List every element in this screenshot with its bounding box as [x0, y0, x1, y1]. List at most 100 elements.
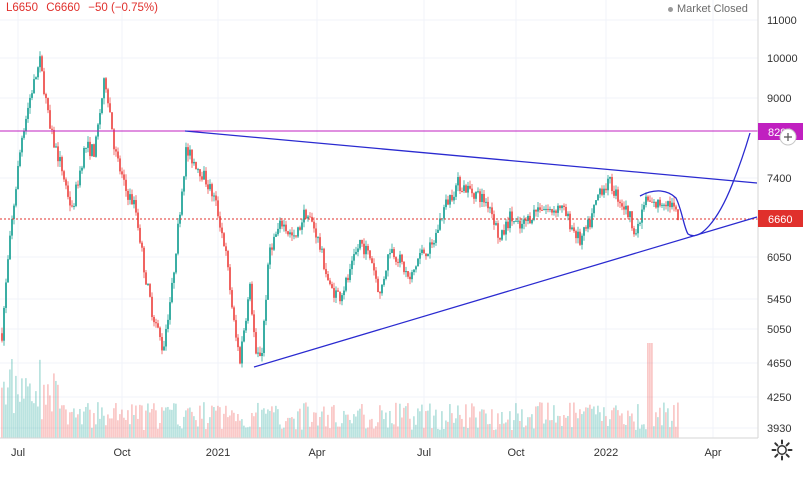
volume-bar — [411, 429, 413, 438]
candle — [651, 197, 653, 203]
volume-bar — [675, 426, 677, 438]
volume-bar — [515, 403, 517, 438]
candle — [183, 175, 185, 196]
volume-bar — [141, 405, 143, 438]
candle — [655, 201, 657, 209]
volume-bar — [443, 428, 445, 438]
volume-bar — [637, 404, 639, 438]
volume-bar — [89, 409, 91, 438]
volume-bar — [121, 409, 123, 438]
volume-bar — [239, 420, 241, 438]
candle — [253, 310, 255, 338]
volume-bar — [389, 410, 391, 438]
volume-bar — [363, 414, 365, 438]
candle — [303, 204, 305, 228]
candle — [23, 128, 25, 140]
candle — [449, 194, 451, 208]
candle — [581, 233, 583, 250]
volume-bar — [313, 412, 315, 438]
candle — [387, 254, 389, 277]
volume-bar — [533, 428, 535, 438]
volume-bar — [81, 424, 83, 438]
candle — [297, 226, 299, 238]
volume-bar — [589, 404, 591, 438]
volume-bar — [267, 409, 269, 438]
candle — [65, 177, 67, 190]
candle — [605, 183, 607, 193]
volume-bar — [95, 424, 97, 438]
resistance-handle-icon[interactable] — [779, 128, 797, 146]
volume-bar — [177, 424, 179, 438]
candle — [431, 239, 433, 249]
volume-bar — [115, 403, 117, 438]
volume-bar — [71, 411, 73, 438]
candle — [147, 283, 149, 286]
volume-bar — [623, 424, 625, 438]
candle — [89, 137, 91, 160]
candle — [141, 240, 143, 252]
candle — [505, 219, 507, 241]
price-axis[interactable]: 11000 10000 9000 7400 6050 5450 5050 4650 4250 39… — [767, 15, 798, 435]
candle — [665, 201, 667, 210]
gear-icon[interactable] — [770, 438, 794, 462]
volume-bar — [201, 418, 203, 438]
volume-bar — [391, 423, 393, 438]
volume-bar — [455, 418, 457, 438]
volume-bar — [67, 424, 69, 438]
market-status: Market Closed — [668, 3, 748, 15]
candle — [395, 256, 397, 266]
volume-bar — [537, 406, 539, 438]
candle — [85, 147, 87, 153]
volume-bar — [555, 422, 557, 438]
volume-bar — [437, 428, 439, 438]
candle — [225, 242, 227, 256]
candle — [55, 143, 57, 148]
candle — [79, 166, 81, 188]
candle — [601, 185, 603, 197]
volume-bar — [669, 427, 671, 438]
volume-bar — [215, 410, 217, 438]
volume-bars — [1, 343, 679, 438]
candle — [177, 218, 179, 256]
volume-bar — [345, 414, 347, 438]
candle — [19, 149, 21, 168]
volume-bar — [611, 410, 613, 438]
candle — [235, 314, 237, 342]
candle — [661, 202, 663, 208]
candle — [643, 201, 645, 212]
volume-bar — [547, 402, 549, 438]
time-axis[interactable]: Jul Oct 2021 Apr Jul Oct 2022 Apr — [11, 447, 722, 459]
candle — [397, 258, 399, 267]
candle — [571, 225, 573, 231]
candle — [537, 201, 539, 218]
volume-bar — [217, 405, 219, 438]
volume-bar — [125, 419, 127, 438]
volume-bar — [251, 412, 253, 438]
volume-bar — [17, 394, 19, 438]
candle — [9, 230, 11, 261]
candle — [239, 345, 241, 365]
candle — [307, 214, 309, 222]
candle — [59, 150, 61, 167]
candle — [249, 282, 251, 302]
candle — [563, 203, 565, 211]
candle — [337, 287, 339, 292]
candle — [219, 211, 221, 232]
price-tick-label: 10000 — [767, 53, 798, 65]
candle — [467, 181, 469, 198]
candle — [81, 165, 83, 174]
volume-bar — [491, 409, 493, 438]
candle — [227, 249, 229, 271]
volume-bar — [173, 403, 175, 438]
candle — [137, 208, 139, 231]
candle — [355, 246, 357, 256]
candle — [199, 169, 201, 182]
volume-bar — [63, 405, 65, 438]
candle — [409, 272, 411, 285]
volume-bar — [371, 418, 373, 438]
volume-bar — [421, 404, 423, 438]
volume-bar — [509, 411, 511, 438]
candle — [255, 328, 257, 355]
volume-bar — [129, 424, 131, 438]
